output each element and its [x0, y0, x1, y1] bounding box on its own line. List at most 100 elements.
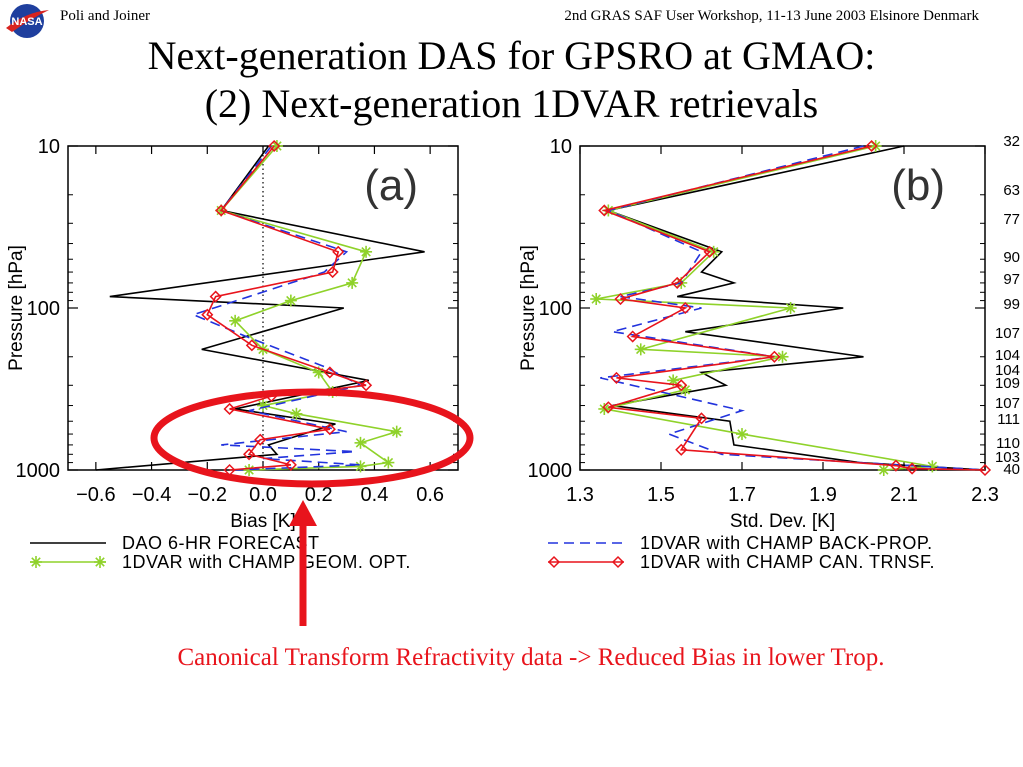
x-tick-label: 1.7	[728, 484, 756, 506]
series-point	[679, 301, 692, 315]
legend-item: DAO 6-HR FORECAST	[30, 533, 320, 553]
series-point	[360, 379, 373, 392]
right-axis-label: 110	[996, 435, 1020, 452]
series-point	[591, 294, 601, 304]
series-point	[272, 141, 282, 151]
series-1	[590, 140, 939, 476]
panel-label: (a)	[364, 161, 418, 210]
series-point	[223, 402, 236, 416]
series-point	[737, 429, 747, 439]
series-point	[610, 371, 623, 384]
annotation-text: Canonical Transform Refractivity data ->…	[177, 644, 885, 671]
series-point	[323, 366, 336, 379]
series-point	[675, 379, 688, 392]
legend-item: 1DVAR with CHAMP CAN. TRNSF.	[547, 552, 935, 572]
highlight-arrow-head	[289, 500, 317, 526]
x-tick-label: 0.0	[249, 484, 277, 506]
chart-panel-b: 1.3 1.5 1.7 1.9 2.1 2.3 10 100 1000 Std. Dev. [K]…	[518, 133, 1020, 532]
legend-label: 1DVAR with CHAMP GEOM. OPT.	[122, 552, 411, 572]
series-point	[865, 139, 878, 153]
legend-label: 1DVAR with CHAMP CAN. TRNSF.	[640, 552, 935, 572]
series-point	[286, 295, 296, 306]
series-point	[695, 412, 708, 425]
series-point	[703, 245, 716, 258]
series-point	[326, 265, 339, 279]
x-tick-label: 0.2	[305, 484, 333, 506]
series-point	[323, 423, 336, 436]
series-point	[889, 459, 902, 472]
legend-marker	[547, 555, 561, 569]
series-point	[391, 426, 402, 437]
y-tick-label: 10	[550, 136, 572, 158]
x-tick-label: 1.5	[647, 484, 675, 506]
series-point	[602, 401, 615, 414]
series-point	[284, 458, 297, 471]
series-point	[671, 276, 684, 289]
right-axis-label: 90	[1003, 249, 1020, 266]
right-axis-label: 109	[995, 375, 1020, 392]
header-workshop: 2nd GRAS SAF User Workshop, 11-13 June 2…	[564, 8, 979, 24]
x-tick-label: −0.2	[188, 484, 227, 506]
header-authors: Poli and Joiner	[60, 8, 150, 24]
series-point	[680, 385, 691, 395]
right-axis-label: 97	[1003, 271, 1020, 288]
series-point	[675, 443, 688, 456]
series-point	[332, 245, 345, 258]
series-point	[268, 139, 281, 153]
series-point	[355, 438, 366, 448]
legend-label: DAO 6-HR FORECAST	[122, 533, 320, 553]
series-3	[201, 139, 373, 477]
series-line	[600, 145, 986, 471]
right-axis-label: 111	[997, 411, 1020, 428]
chart-panel-a: −0.6 −0.4 −0.2 0.0 0.2 0.4 0.6 10 100 1000 Bias [K…	[6, 136, 459, 532]
series-point	[254, 433, 267, 446]
series-point	[244, 465, 254, 475]
right-axis-label: 107	[995, 325, 1020, 342]
series-point	[215, 204, 228, 217]
series-line	[206, 145, 367, 471]
legend-marker	[611, 555, 625, 569]
y-tick-label: 10	[38, 136, 60, 158]
series-point	[878, 465, 889, 475]
series-point	[635, 344, 646, 355]
right-axis-label: 40	[1003, 461, 1020, 478]
x-tick-label: 2.3	[971, 484, 999, 506]
y-axis-label: Pressure [hPa]	[518, 245, 539, 371]
series-line	[601, 145, 986, 471]
x-tick-label: −0.4	[132, 484, 171, 506]
series-point	[598, 204, 611, 217]
right-axis-label: 104	[995, 362, 1020, 379]
right-axis-label: 103	[995, 449, 1020, 466]
legend-item: 1DVAR with CHAMP BACK-PROP.	[548, 533, 933, 553]
series-line	[605, 145, 986, 471]
x-tick-label: 0.6	[416, 484, 444, 506]
nasa-logo-text: NASA	[11, 16, 42, 28]
series-line	[95, 145, 425, 471]
x-tick-label: 1.3	[566, 484, 594, 506]
series-point	[245, 339, 258, 352]
series-2	[600, 145, 986, 471]
highlight-ellipse	[150, 388, 474, 488]
series-point	[243, 448, 256, 461]
series-point	[614, 292, 627, 306]
series-point	[785, 303, 796, 313]
y-tick-label: 1000	[528, 460, 573, 482]
nasa-logo: NASA	[6, 4, 49, 38]
panel-label: (b)	[891, 161, 945, 210]
legend-marker	[95, 557, 105, 567]
x-tick-label: 0.4	[361, 484, 389, 506]
x-axis-label: Std. Dev. [K]	[730, 511, 835, 532]
series-point	[347, 278, 357, 288]
right-axis-label: 63	[1003, 182, 1020, 199]
series-point	[361, 247, 371, 257]
series-point	[201, 308, 214, 321]
series-point	[978, 463, 992, 477]
legend-label: 1DVAR with CHAMP BACK-PROP.	[640, 533, 933, 553]
slide-title-line-1: Next-generation DAS for GPSRO at GMAO:	[147, 33, 876, 78]
series-point	[906, 462, 919, 475]
right-axis-label: 107	[995, 395, 1020, 412]
x-tick-label: 2.1	[890, 484, 918, 506]
y-tick-label: 1000	[16, 460, 61, 482]
